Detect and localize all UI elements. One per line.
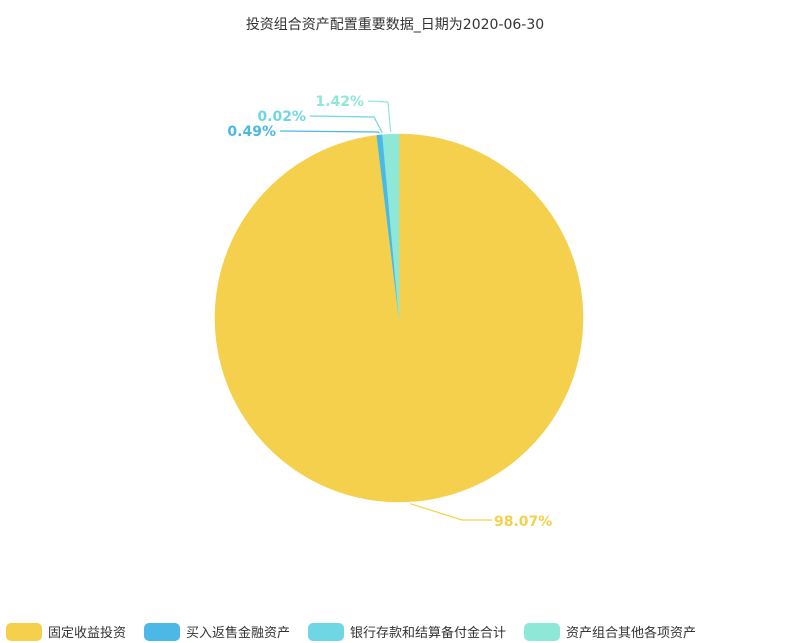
legend-swatch — [6, 622, 42, 641]
label-leader-line — [367, 100, 392, 133]
legend-label: 资产组合其他各项资产 — [566, 626, 697, 641]
legend-item-other-assets[interactable]: 资产组合其他各项资产 — [524, 622, 696, 641]
label-leader-line — [410, 503, 492, 521]
pie-slice-other-assets[interactable] — [382, 133, 400, 319]
label-leader-line — [279, 130, 380, 134]
slice-percent-label: 98.07% — [494, 514, 552, 530]
label-leader-line — [309, 115, 383, 134]
chart-title: 投资组合资产配置重要数据_日期为2020-06-30 — [245, 17, 545, 33]
legend-swatch — [524, 622, 561, 641]
legend-item-bank-deposits[interactable]: 银行存款和结算备付金合计 — [308, 622, 506, 641]
legend: 固定收益投资 买入返售金融资产 银行存款和结算备付金合计 资产组合其他各项资产 — [6, 622, 696, 641]
legend-swatch — [308, 622, 345, 641]
legend-label: 固定收益投资 — [48, 626, 127, 641]
legend-item-fixed-income[interactable]: 固定收益投资 — [6, 622, 126, 641]
legend-swatch — [144, 622, 181, 641]
slice-percent-label: 0.02% — [257, 109, 306, 125]
slice-percent-label: 1.42% — [315, 94, 364, 110]
legend-item-reverse-repo[interactable]: 买入返售金融资产 — [144, 622, 290, 641]
legend-label: 买入返售金融资产 — [186, 626, 291, 641]
slice-percent-label: 0.49% — [227, 124, 276, 140]
legend-label: 银行存款和结算备付金合计 — [350, 626, 507, 641]
